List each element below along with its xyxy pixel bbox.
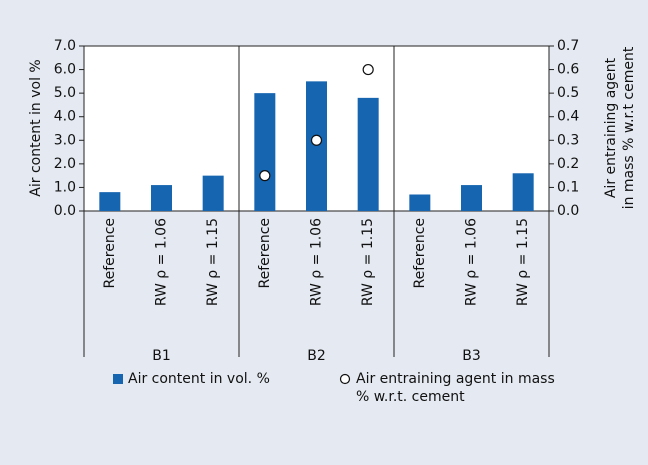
bar <box>461 185 482 211</box>
marker <box>259 170 271 182</box>
marker <box>362 63 374 76</box>
x-tick-label: RW ρ = 1.06 <box>464 218 480 306</box>
bar <box>99 192 121 211</box>
tick-label: 7.0 <box>54 38 76 54</box>
y-axis-label: Air content in vol % <box>28 59 44 196</box>
tick-label: 4.0 <box>54 109 76 125</box>
legend-swatch <box>339 373 351 385</box>
tick-label: 0.5 <box>557 85 579 101</box>
bar <box>151 185 172 211</box>
tick-label: 6.0 <box>54 62 76 78</box>
tick-label: 0.1 <box>557 179 579 195</box>
tick-label: 0.7 <box>557 38 579 54</box>
legend-swatch <box>113 374 123 384</box>
group-label: B2 <box>307 348 326 364</box>
x-tick-label: RW ρ = 1.06 <box>154 218 170 306</box>
tick-label: 0.2 <box>557 156 579 172</box>
bar <box>357 97 379 211</box>
x-tick-label: RW ρ = 1.15 <box>360 218 376 306</box>
bar <box>202 175 224 211</box>
tick-label: 0.0 <box>557 203 579 219</box>
tick-label: 0.4 <box>557 109 579 125</box>
group-label: B1 <box>152 348 171 364</box>
x-tick-label: Reference <box>102 218 118 289</box>
x-tick-label: Reference <box>257 218 273 289</box>
tick-label: 0.0 <box>54 203 76 219</box>
x-tick-label: RW ρ = 1.15 <box>205 218 221 306</box>
x-tick-label: RW ρ = 1.06 <box>309 218 325 306</box>
bar <box>306 81 327 211</box>
legend-label: Air entraining agent in mass % w.r.t. ce… <box>356 371 555 405</box>
bar <box>409 194 431 211</box>
legend-label: Air content in vol. % <box>128 371 270 387</box>
marker <box>310 134 323 146</box>
y2-axis-label: Air entraining agent <box>603 57 619 198</box>
tick-label: 0.6 <box>557 62 579 78</box>
tick-label: 5.0 <box>54 85 76 101</box>
bar <box>512 173 534 211</box>
tick-label: 2.0 <box>54 156 76 172</box>
group-label: B3 <box>462 348 481 364</box>
bar <box>254 93 276 211</box>
tick-label: 3.0 <box>54 132 76 148</box>
tick-label: 1.0 <box>54 179 76 195</box>
x-tick-label: RW ρ = 1.15 <box>515 218 531 306</box>
x-tick-label: Reference <box>412 218 428 289</box>
y2-axis-label: in mass % w.r.t cement <box>621 46 637 209</box>
tick-label: 0.3 <box>557 132 579 148</box>
